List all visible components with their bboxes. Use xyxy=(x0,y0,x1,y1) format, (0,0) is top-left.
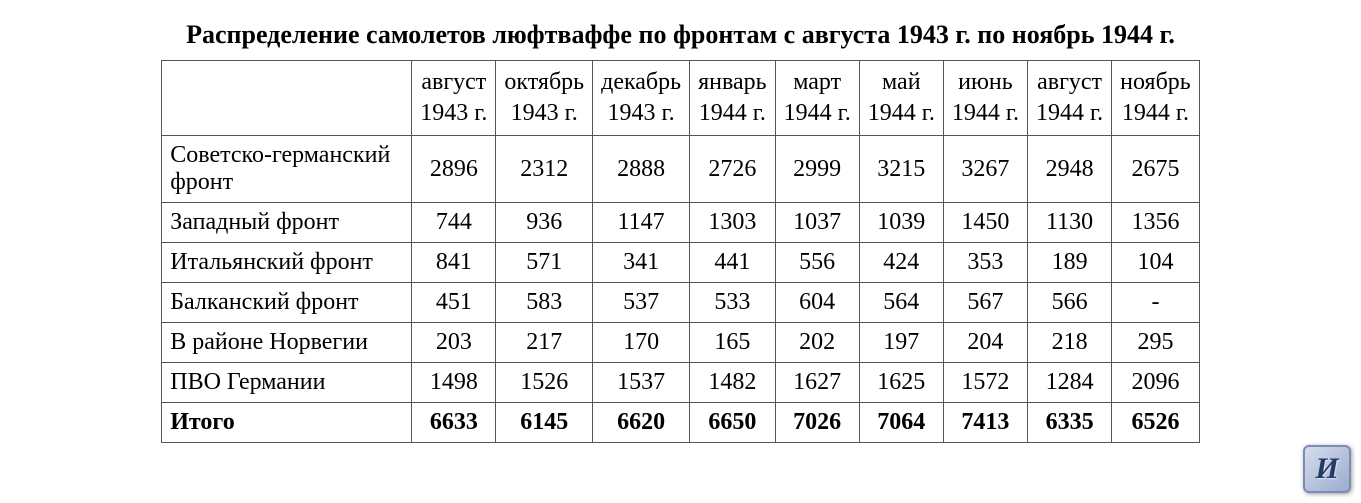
cell-value: 197 xyxy=(859,323,943,363)
total-value: 7413 xyxy=(943,403,1027,443)
total-value: 7064 xyxy=(859,403,943,443)
column-header: август1944 г. xyxy=(1028,61,1112,136)
cell-value: 1450 xyxy=(943,203,1027,243)
cell-value: 1130 xyxy=(1028,203,1112,243)
cell-value: 564 xyxy=(859,283,943,323)
column-header-empty xyxy=(162,61,412,136)
total-value: 6526 xyxy=(1112,403,1200,443)
cell-value: 556 xyxy=(775,243,859,283)
row-label: Балканский фронт xyxy=(162,283,412,323)
table-row: Балканский фронт451583537533604564567566… xyxy=(162,283,1199,323)
cell-value: 2726 xyxy=(690,136,776,203)
total-value: 6335 xyxy=(1028,403,1112,443)
cell-value: 1039 xyxy=(859,203,943,243)
total-value: 7026 xyxy=(775,403,859,443)
cell-value: 353 xyxy=(943,243,1027,283)
table-header-row: август1943 г.октябрь1943 г.декабрь1943 г… xyxy=(162,61,1199,136)
cell-value: 2096 xyxy=(1112,363,1200,403)
luftwaffe-distribution-table: август1943 г.октябрь1943 г.декабрь1943 г… xyxy=(161,60,1199,443)
total-value: 6650 xyxy=(690,403,776,443)
table-row: Итальянский фронт84157134144155642435318… xyxy=(162,243,1199,283)
cell-value: 424 xyxy=(859,243,943,283)
table-total-row: Итого66336145662066507026706474136335652… xyxy=(162,403,1199,443)
cell-value: 217 xyxy=(496,323,593,363)
cell-value: 1627 xyxy=(775,363,859,403)
row-label: Западный фронт xyxy=(162,203,412,243)
cell-value: 104 xyxy=(1112,243,1200,283)
cell-value: 1303 xyxy=(690,203,776,243)
table-row: В районе Норвегии20321717016520219720421… xyxy=(162,323,1199,363)
cell-value: 2312 xyxy=(496,136,593,203)
cell-value: 341 xyxy=(593,243,690,283)
cell-value: 841 xyxy=(412,243,496,283)
column-header: май1944 г. xyxy=(859,61,943,136)
cell-value: 1147 xyxy=(593,203,690,243)
column-header: август1943 г. xyxy=(412,61,496,136)
cell-value: 204 xyxy=(943,323,1027,363)
cell-value: 441 xyxy=(690,243,776,283)
cell-value: 744 xyxy=(412,203,496,243)
row-label: ПВО Германии xyxy=(162,363,412,403)
column-header: декабрь1943 г. xyxy=(593,61,690,136)
column-header: октябрь1943 г. xyxy=(496,61,593,136)
cell-value: 566 xyxy=(1028,283,1112,323)
table-row: ПВО Германии1498152615371482162716251572… xyxy=(162,363,1199,403)
total-value: 6145 xyxy=(496,403,593,443)
cell-value: 3215 xyxy=(859,136,943,203)
cell-value: 1356 xyxy=(1112,203,1200,243)
cell-value: 3267 xyxy=(943,136,1027,203)
cell-value: 567 xyxy=(943,283,1027,323)
cell-value: 2948 xyxy=(1028,136,1112,203)
column-header: март1944 г. xyxy=(775,61,859,136)
cell-value: 2675 xyxy=(1112,136,1200,203)
cell-value: 165 xyxy=(690,323,776,363)
table-title: Распределение самолетов люфтваффе по фро… xyxy=(60,20,1301,50)
cell-value: 1284 xyxy=(1028,363,1112,403)
site-logo-icon: И xyxy=(1303,445,1351,493)
column-header: ноябрь1944 г. xyxy=(1112,61,1200,136)
row-label: Итальянский фронт xyxy=(162,243,412,283)
table-row: Западный фронт74493611471303103710391450… xyxy=(162,203,1199,243)
cell-value: 202 xyxy=(775,323,859,363)
row-label: Советско-германский фронт xyxy=(162,136,412,203)
cell-value: 533 xyxy=(690,283,776,323)
column-header: январь1944 г. xyxy=(690,61,776,136)
cell-value: - xyxy=(1112,283,1200,323)
table-row: Советско-германский фронт289623122888272… xyxy=(162,136,1199,203)
row-label: В районе Норвегии xyxy=(162,323,412,363)
cell-value: 189 xyxy=(1028,243,1112,283)
cell-value: 451 xyxy=(412,283,496,323)
cell-value: 203 xyxy=(412,323,496,363)
total-value: 6620 xyxy=(593,403,690,443)
cell-value: 2888 xyxy=(593,136,690,203)
cell-value: 295 xyxy=(1112,323,1200,363)
column-header: июнь1944 г. xyxy=(943,61,1027,136)
total-label: Итого xyxy=(162,403,412,443)
cell-value: 537 xyxy=(593,283,690,323)
cell-value: 936 xyxy=(496,203,593,243)
cell-value: 1037 xyxy=(775,203,859,243)
cell-value: 218 xyxy=(1028,323,1112,363)
cell-value: 604 xyxy=(775,283,859,323)
cell-value: 583 xyxy=(496,283,593,323)
cell-value: 1537 xyxy=(593,363,690,403)
total-value: 6633 xyxy=(412,403,496,443)
cell-value: 1526 xyxy=(496,363,593,403)
cell-value: 2999 xyxy=(775,136,859,203)
cell-value: 1498 xyxy=(412,363,496,403)
cell-value: 1572 xyxy=(943,363,1027,403)
cell-value: 170 xyxy=(593,323,690,363)
cell-value: 571 xyxy=(496,243,593,283)
cell-value: 1482 xyxy=(690,363,776,403)
cell-value: 1625 xyxy=(859,363,943,403)
cell-value: 2896 xyxy=(412,136,496,203)
